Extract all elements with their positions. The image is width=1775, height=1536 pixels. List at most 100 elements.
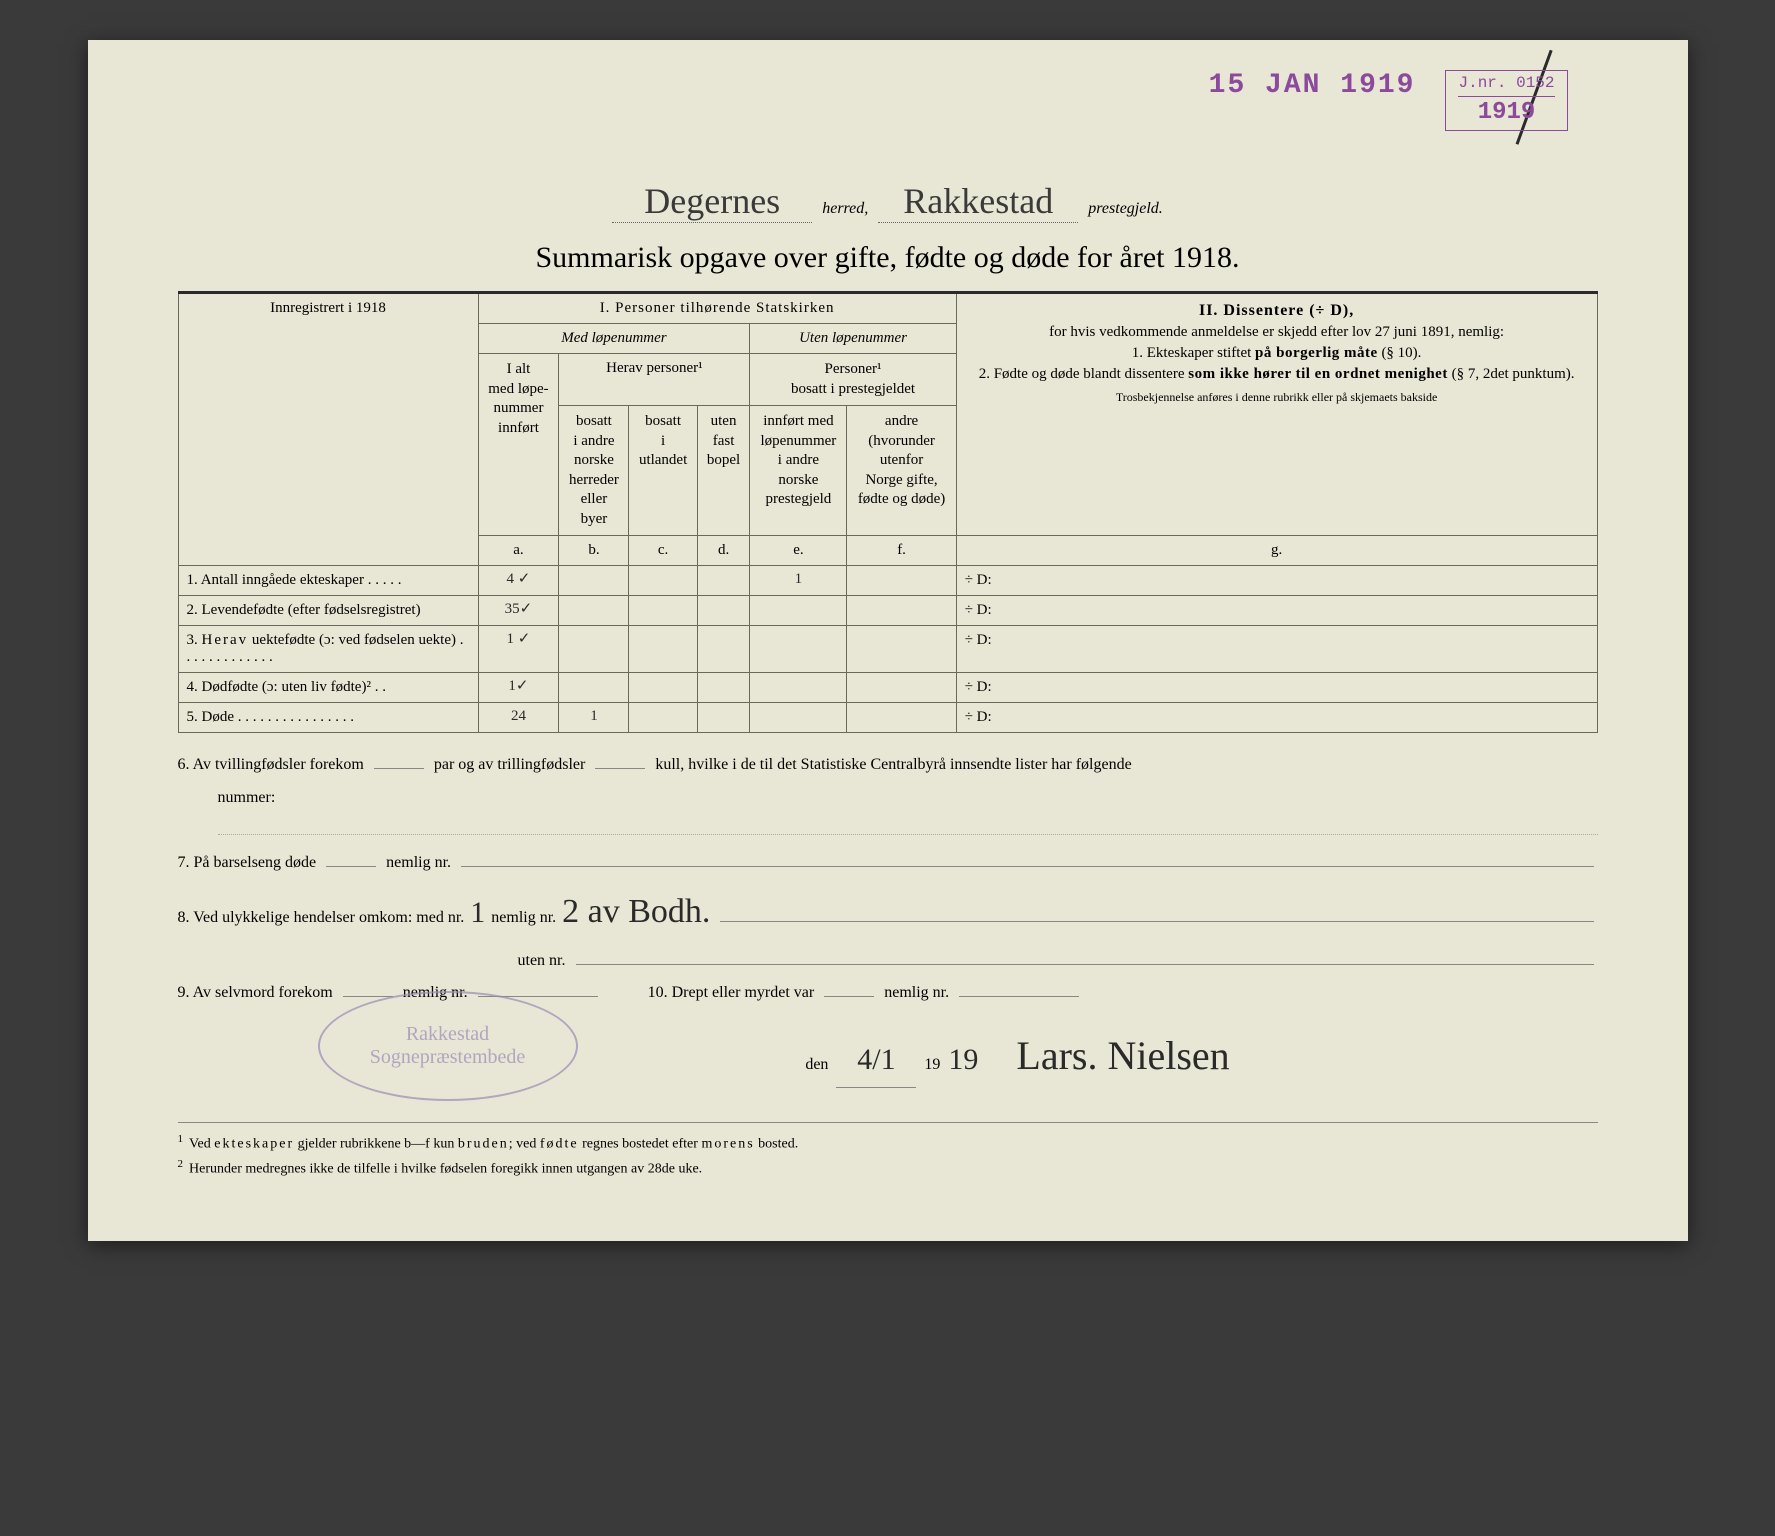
document-paper: 15 JAN 1919 J.nr. 0152 1919 Degernes her… [88,40,1688,1241]
r7: 7. På barselseng døde [178,849,317,878]
row-4-e [750,673,847,703]
row-4-b [559,673,629,703]
personer-bosatt-header: Personer¹ bosatt i prestegjeldet [750,354,956,406]
row-2-a: 35✓ [478,596,559,626]
stamp-line2: Sognepræstembede [370,1046,526,1069]
row-5-label: 5. Døde . . . . . . . . . . . . . . . . [178,703,478,733]
blank [374,768,424,769]
row-4-d [697,673,750,703]
row-5-c [629,703,697,733]
letter-f: f. [847,536,956,566]
blank [576,964,1594,965]
oval-official-stamp: Rakkestad Sognepræstembede [318,991,578,1101]
section-1-header: I. Personer tilhørende Statskirken [478,293,956,324]
row-5-g: ÷ D: [956,703,1597,733]
table-row: 3. Herav uektefødte (ɔ: ved fødselen uek… [178,626,1597,673]
row-8: 8. Ved ulykkelige hendelser omkom: med n… [178,881,1598,942]
r8-val1: 1 [470,886,485,940]
row-5-b: 1 [559,703,629,733]
col-a-header: I alt med løpe- nummer innført [478,354,559,536]
row-1-d [697,566,750,596]
date-value: 4/1 [836,1033,916,1088]
letter-d: d. [697,536,750,566]
row-2-d [697,596,750,626]
row-6-cont: nummer: [178,784,1598,813]
row-1-b [559,566,629,596]
nemlig: nemlig nr. [386,849,451,878]
letter-b: b. [559,536,629,566]
row-4-f [847,673,956,703]
jnr-top: J.nr. 0152 [1458,73,1554,97]
row-1-label: 1. Antall inngåede ekteskaper . . . . . [178,566,478,596]
blank [824,996,874,997]
col-f-header: andre (hvorunder utenfor Norge gifte, fø… [847,406,956,536]
row-4-label: 4. Dødfødte (ɔ: uten liv fødte)² . . [178,673,478,703]
table-row: 1. Antall inngåede ekteskaper . . . . . … [178,566,1597,596]
year-value: 19 [948,1033,978,1087]
uten-lope-header: Uten løpenummer [750,324,956,354]
prestegjeld-value: Rakkestad [878,180,1078,223]
letter-g: g. [956,536,1597,566]
dotted-line [218,821,1598,835]
row-6: 6. Av tvillingfødsler forekom par og av … [178,751,1598,780]
dissenter-note: Trosbekjennelse anføres i denne rubrikk … [965,389,1589,406]
col-c-header: bosatt i utlandet [629,406,697,536]
table-row: 2. Levendefødte (efter fødselsregistret)… [178,596,1597,626]
main-table: Innregistrert i 1918 I. Personer tilhøre… [178,291,1598,733]
r8-uten: uten nr. [518,947,566,976]
row-2-b [559,596,629,626]
row-3-d [697,626,750,673]
letter-a: a. [478,536,559,566]
herred-value: Degernes [612,180,812,223]
row-3-e [750,626,847,673]
r8: 8. Ved ulykkelige hendelser omkom: med n… [178,904,465,933]
row-4-a: 1✓ [478,673,559,703]
jnr-year: 1919 [1458,97,1554,128]
left-header: Innregistrert i 1918 [178,293,478,566]
row-5-d [697,703,750,733]
col-d-header: uten fast bopel [697,406,750,536]
blank [326,866,376,867]
r8-val2: 2 av Bodh. [562,881,710,942]
row-3-f [847,626,956,673]
row-3-label: 3. Herav uektefødte (ɔ: ved fødselen uek… [178,626,478,673]
herred-label: herred, [822,200,868,218]
blank [595,768,645,769]
table-body: 1. Antall inngåede ekteskaper . . . . . … [178,566,1597,733]
col-e-header: innført med løpenummer i andre norske pr… [750,406,847,536]
section-2-header: II. Dissentere (÷ D), for hvis vedkommen… [956,293,1597,536]
herav-header: Herav personer¹ [559,354,750,406]
header-line: Degernes herred, Rakkestad prestegjeld. [178,180,1598,223]
r6a: 6. Av tvillingfødsler forekom [178,751,364,780]
footnote-2: 2Herunder medregnes ikke de tilfelle i h… [178,1156,1598,1181]
row-2-c [629,596,697,626]
row-1-f [847,566,956,596]
row-5-f [847,703,956,733]
footnotes: 1Ved ekteskaper gjelder rubrikkene b—f k… [178,1122,1598,1181]
row-2-e [750,596,847,626]
dissenter-item-1: Ekteskaper stiftet på borgerlig måte (§ … [1147,345,1422,361]
journal-number-stamp: J.nr. 0152 1919 [1445,70,1567,131]
col-b-header: bosatt i andre norske herreder eller bye… [559,406,629,536]
row-5-e [750,703,847,733]
row-4-g: ÷ D: [956,673,1597,703]
r6d: nummer: [218,784,276,813]
row-1-e: 1 [750,566,847,596]
prestegjeld-label: prestegjeld. [1088,200,1163,218]
row-8b: uten nr. [178,947,1598,976]
blank [720,921,1593,922]
r6b: par og av trillingfødsler [434,751,586,780]
table-row: 5. Døde . . . . . . . . . . . . . . . . … [178,703,1597,733]
row-1-g: ÷ D: [956,566,1597,596]
table-row: 4. Dødfødte (ɔ: uten liv fødte)² . . 1✓ … [178,673,1597,703]
row-3-a: 1 ✓ [478,626,559,673]
year-prefix: 19 [924,1051,940,1080]
dissenter-title: II. Dissentere (÷ D), [965,300,1589,322]
row-2-g: ÷ D: [956,596,1597,626]
dissenter-item-2: Fødte og døde blandt dissentere som ikke… [994,366,1575,382]
row-4-c [629,673,697,703]
row-1-a: 4 ✓ [478,566,559,596]
row-3-g: ÷ D: [956,626,1597,673]
r8-nemlig: nemlig nr. [491,904,556,933]
r9: 9. Av selvmord forekom [178,979,333,1008]
